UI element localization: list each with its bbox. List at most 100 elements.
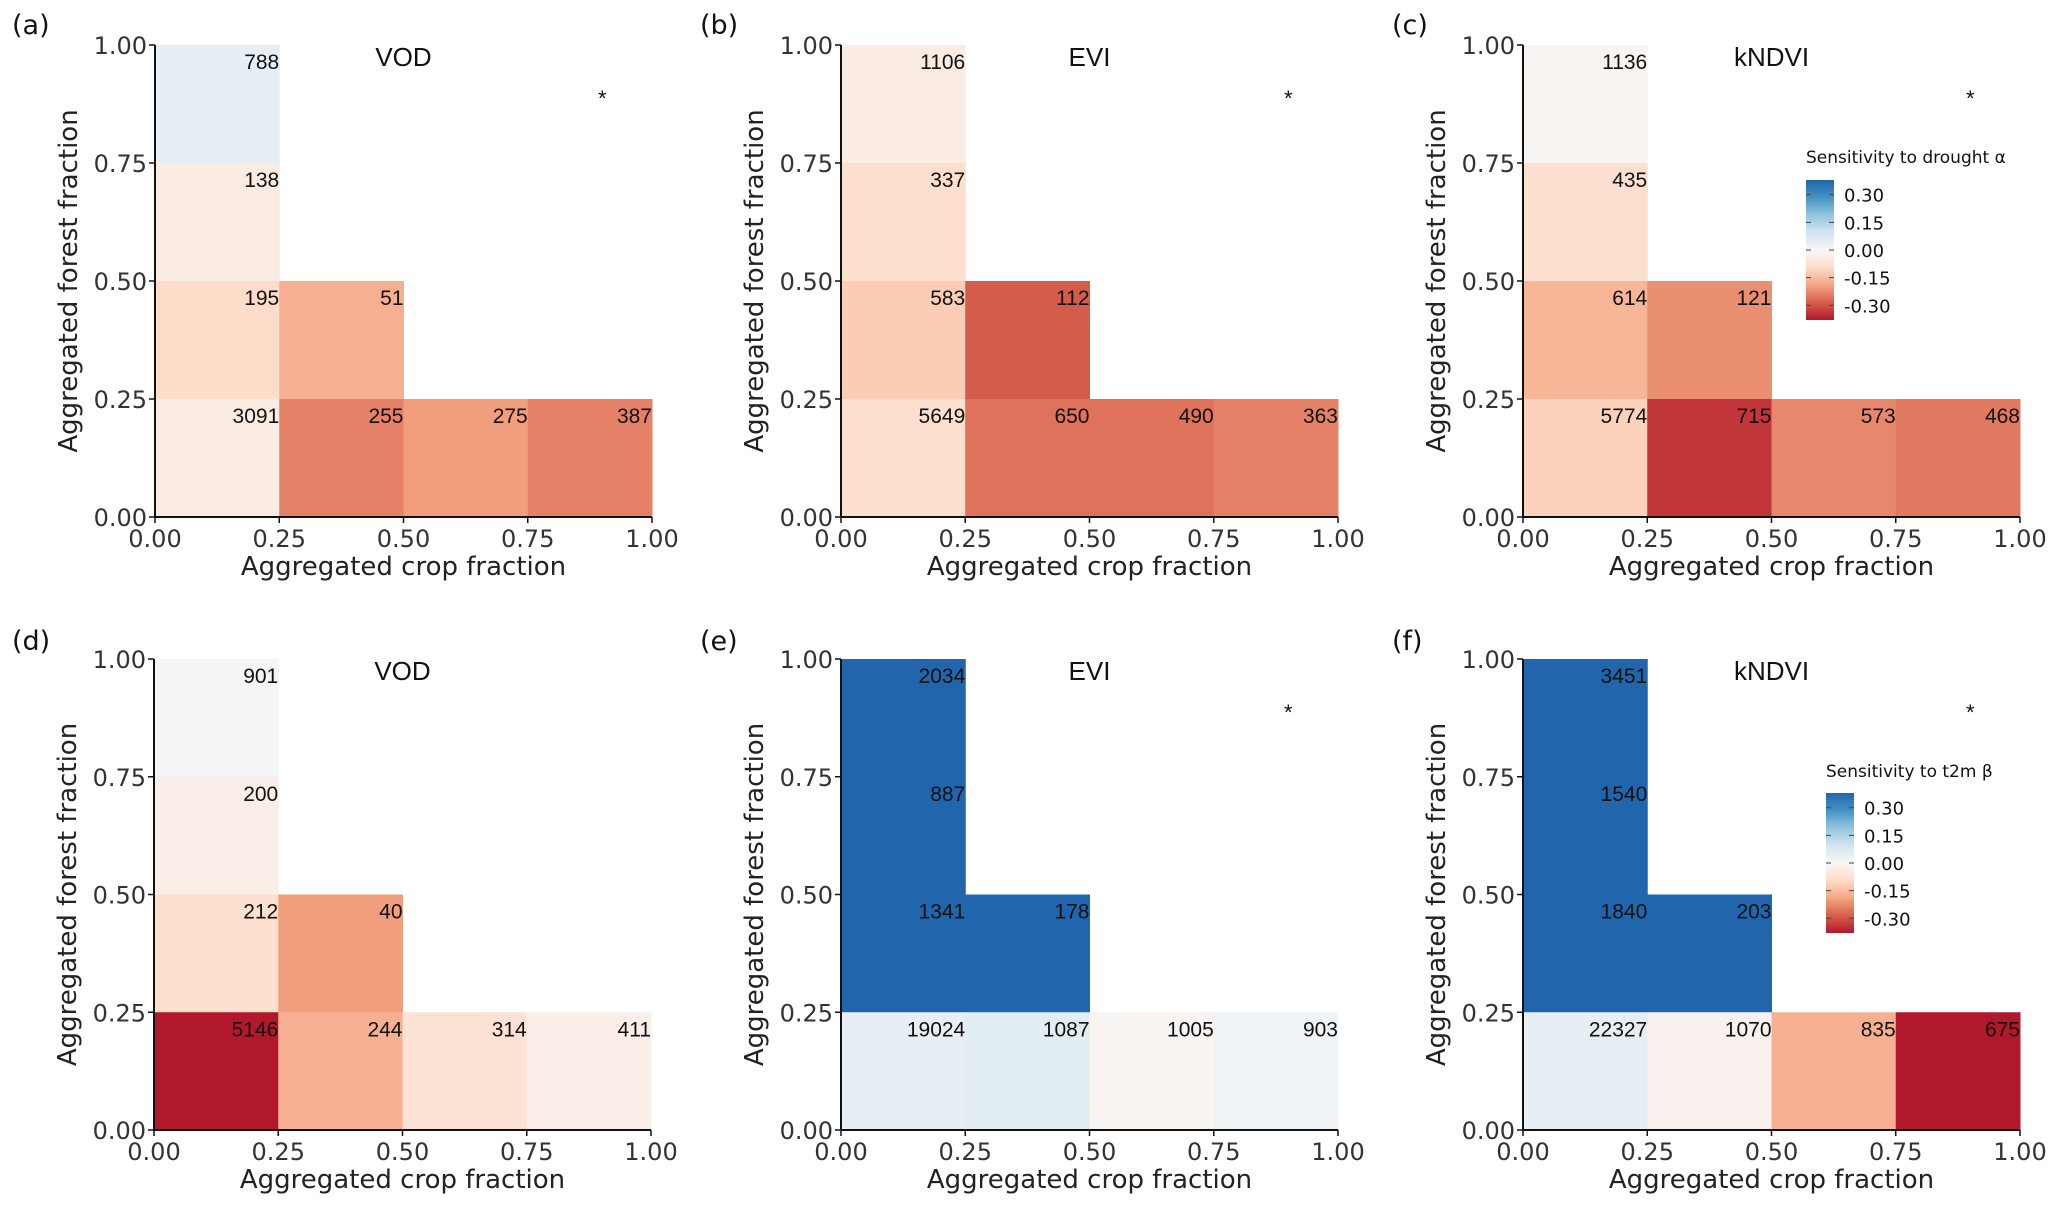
heatmap-cell — [1523, 1012, 1648, 1131]
heatmap-cell — [1895, 399, 2021, 518]
heatmap-cell — [155, 45, 280, 164]
colorbar-tick-label: -0.15 — [1844, 269, 1891, 290]
heatmap-cell — [965, 894, 1090, 1013]
x-tick-label: 0.00 — [814, 1138, 867, 1166]
heatmap-cell — [526, 1012, 652, 1131]
cell-count-label: 435 — [1612, 169, 1647, 192]
y-tick-label: 0.00 — [1462, 504, 1515, 532]
y-tick-label: 0.25 — [780, 999, 833, 1027]
cell-count-label: 835 — [1861, 1018, 1896, 1041]
heatmap-cell — [1523, 45, 1648, 164]
cell-count-label: 3451 — [1601, 665, 1648, 688]
cell-count-label: 411 — [618, 1018, 651, 1041]
y-tick-label: 1.00 — [780, 32, 833, 60]
y-axis-label: Aggregated forest fraction — [54, 109, 84, 452]
y-tick-label: 0.00 — [93, 1117, 146, 1145]
x-tick-label: 0.00 — [127, 1138, 180, 1166]
panel-letter: (d) — [12, 626, 50, 657]
x-tick-label: 0.75 — [500, 1138, 553, 1166]
x-tick-label: 0.00 — [1496, 1138, 1549, 1166]
cell-count-label: 337 — [930, 169, 965, 192]
y-tick-label: 0.25 — [1462, 386, 1515, 414]
y-tick-label: 1.00 — [93, 646, 146, 674]
y-tick-label: 0.50 — [1462, 268, 1515, 296]
colorbar-legend: Sensitivity to t2m β 0.30 0.15 0.00 -0.15 -0.… — [1826, 762, 1993, 933]
heatmap-cell — [278, 894, 403, 1013]
heatmap-cell — [841, 776, 966, 895]
heatmap-cell — [841, 894, 966, 1013]
heatmap-cell — [154, 894, 279, 1013]
colorbar-tick-label: -0.30 — [1864, 909, 1911, 930]
y-tick-label: 0.00 — [780, 1117, 833, 1145]
heatmap-cell — [841, 1012, 966, 1131]
x-tick-label: 0.50 — [1745, 525, 1798, 553]
significance-asterisk: * — [1284, 700, 1293, 725]
cell-count-label: 19024 — [907, 1018, 966, 1041]
cell-count-label: 788 — [244, 51, 279, 74]
y-tick-label: 0.25 — [93, 999, 146, 1027]
panel-title: VOD — [374, 656, 430, 686]
heatmap-cell — [527, 399, 653, 518]
cell-count-label: 275 — [493, 405, 528, 428]
x-tick-label: 0.50 — [1745, 1138, 1798, 1166]
panel-e: 2034 887 1341 178 19024 1087 1005 903 0.00 0.25 0.… — [700, 626, 1365, 1195]
y-tick-label: 0.75 — [1462, 150, 1515, 178]
y-tick-label: 0.75 — [1462, 764, 1515, 792]
y-axis-label: Aggregated forest fraction — [740, 109, 770, 452]
cell-count-label: 203 — [1736, 901, 1771, 924]
x-tick-label: 0.25 — [1621, 1138, 1674, 1166]
cell-count-label: 2034 — [919, 665, 966, 688]
y-tick-label: 0.50 — [94, 268, 147, 296]
y-tick-label: 0.75 — [780, 150, 833, 178]
y-tick-label: 0.00 — [1462, 1117, 1515, 1145]
panel-title: kNDVI — [1734, 656, 1809, 686]
heatmap-cell — [841, 45, 966, 164]
x-tick-label: 1.00 — [1993, 525, 2046, 553]
panel-letter: (a) — [12, 10, 50, 41]
y-tick-label: 0.50 — [780, 882, 833, 910]
y-tick-label: 0.00 — [94, 504, 147, 532]
y-tick-label: 0.75 — [94, 150, 147, 178]
y-tick-label: 0.75 — [780, 764, 833, 792]
legend-title: Sensitivity to drought α — [1806, 148, 2006, 168]
panel-letter: (b) — [700, 10, 738, 41]
cell-count-label: 363 — [1303, 405, 1338, 428]
heatmap-cell — [1523, 776, 1648, 895]
cell-count-label: 573 — [1861, 405, 1896, 428]
x-tick-label: 0.25 — [1621, 525, 1674, 553]
heatmap-cell — [1213, 399, 1339, 518]
x-tick-label: 0.75 — [1187, 525, 1240, 553]
x-tick-label: 0.75 — [1869, 1138, 1922, 1166]
heatmap-cell — [279, 281, 404, 400]
y-tick-label: 1.00 — [1462, 646, 1515, 674]
y-tick-label: 0.50 — [780, 268, 833, 296]
panel-title: EVI — [1069, 656, 1111, 686]
significance-asterisk: * — [1284, 86, 1293, 111]
cell-count-label: 5774 — [1601, 405, 1648, 428]
cell-count-label: 22327 — [1589, 1018, 1647, 1041]
heatmap-cell — [154, 776, 279, 895]
panel-c: 1136 435 614 121 5774 715 573 468 0.00 0.25 0.50 0.… — [1392, 10, 2047, 582]
heatmap-cell — [1523, 281, 1648, 400]
significance-asterisk: * — [1966, 86, 1975, 111]
heatmap-cell — [154, 1012, 279, 1131]
colorbar-tick-label: 0.00 — [1864, 854, 1904, 875]
cell-count-label: 121 — [1736, 287, 1771, 310]
x-tick-label: 1.00 — [1311, 525, 1364, 553]
heatmap-cell — [1089, 399, 1215, 518]
x-axis-label: Aggregated crop fraction — [241, 552, 566, 582]
panel-title: EVI — [1069, 42, 1111, 72]
cell-count-label: 675 — [1985, 1018, 2020, 1041]
x-tick-label: 0.50 — [1063, 525, 1116, 553]
cell-count-label: 40 — [379, 901, 402, 924]
x-tick-label: 0.50 — [376, 1138, 429, 1166]
heatmap-cell — [841, 659, 966, 778]
significance-asterisk: * — [598, 86, 607, 111]
cell-count-label: 5649 — [919, 405, 966, 428]
cell-count-label: 1070 — [1725, 1018, 1772, 1041]
y-tick-label: 0.25 — [1462, 999, 1515, 1027]
y-tick-label: 0.75 — [93, 764, 146, 792]
heatmap-cell — [155, 163, 280, 282]
colorbar-tick-label: 0.30 — [1864, 799, 1904, 820]
